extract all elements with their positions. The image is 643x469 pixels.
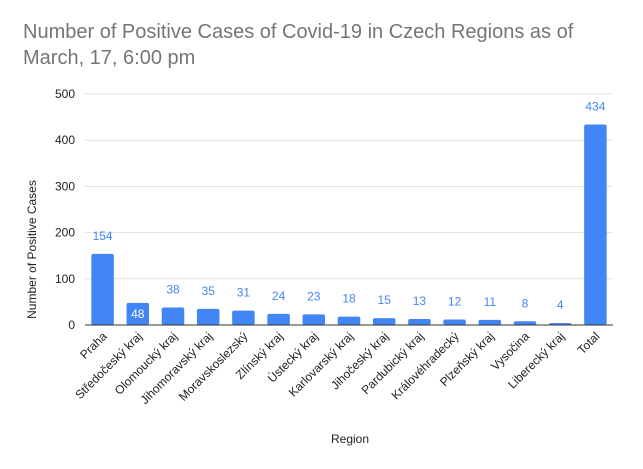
- x-tick-label: Total: [575, 329, 603, 357]
- data-label: 11: [484, 295, 497, 309]
- y-tick-label: 0: [68, 318, 75, 332]
- x-axis-title: Region: [331, 432, 369, 446]
- bar: [91, 253, 114, 325]
- data-label: 15: [378, 293, 392, 307]
- y-tick-label: 500: [55, 87, 75, 101]
- data-label: 48: [131, 307, 145, 321]
- data-label: 154: [93, 229, 113, 243]
- x-tick-label: Praha: [77, 329, 110, 362]
- bar: [443, 319, 466, 325]
- bar: [196, 308, 220, 325]
- data-label: 35: [202, 284, 216, 298]
- gridlines: [85, 93, 613, 280]
- data-label: 38: [166, 282, 180, 296]
- data-label: 31: [237, 286, 251, 300]
- bars: [91, 124, 607, 325]
- bar: [584, 124, 607, 325]
- data-label: 24: [272, 289, 286, 303]
- y-tick-label: 200: [55, 226, 75, 240]
- data-label: 434: [585, 99, 605, 113]
- y-tick-label: 400: [55, 133, 75, 147]
- y-axis-title: Number of Positive Cases: [25, 180, 39, 319]
- bar: [372, 318, 396, 325]
- bar: [408, 318, 431, 325]
- bar: [126, 302, 150, 325]
- data-label: 18: [342, 292, 356, 306]
- bar: [513, 321, 537, 325]
- bar: [267, 313, 290, 325]
- bar: [232, 310, 255, 325]
- bar: [302, 314, 326, 325]
- x-tick-label: Pardubický kraj: [359, 329, 427, 397]
- bar: [161, 307, 185, 325]
- chart-title: Number of Positive Cases of Covid-19 in …: [23, 21, 574, 69]
- bar: [478, 319, 502, 325]
- data-label: 13: [413, 294, 427, 308]
- data-label: 8: [522, 296, 529, 310]
- y-tick-label: 300: [55, 179, 75, 193]
- bar: [337, 316, 361, 325]
- data-label: 4: [557, 298, 564, 312]
- data-label: 12: [448, 294, 462, 308]
- y-tick-label: 100: [55, 272, 75, 286]
- data-label: 23: [307, 289, 321, 303]
